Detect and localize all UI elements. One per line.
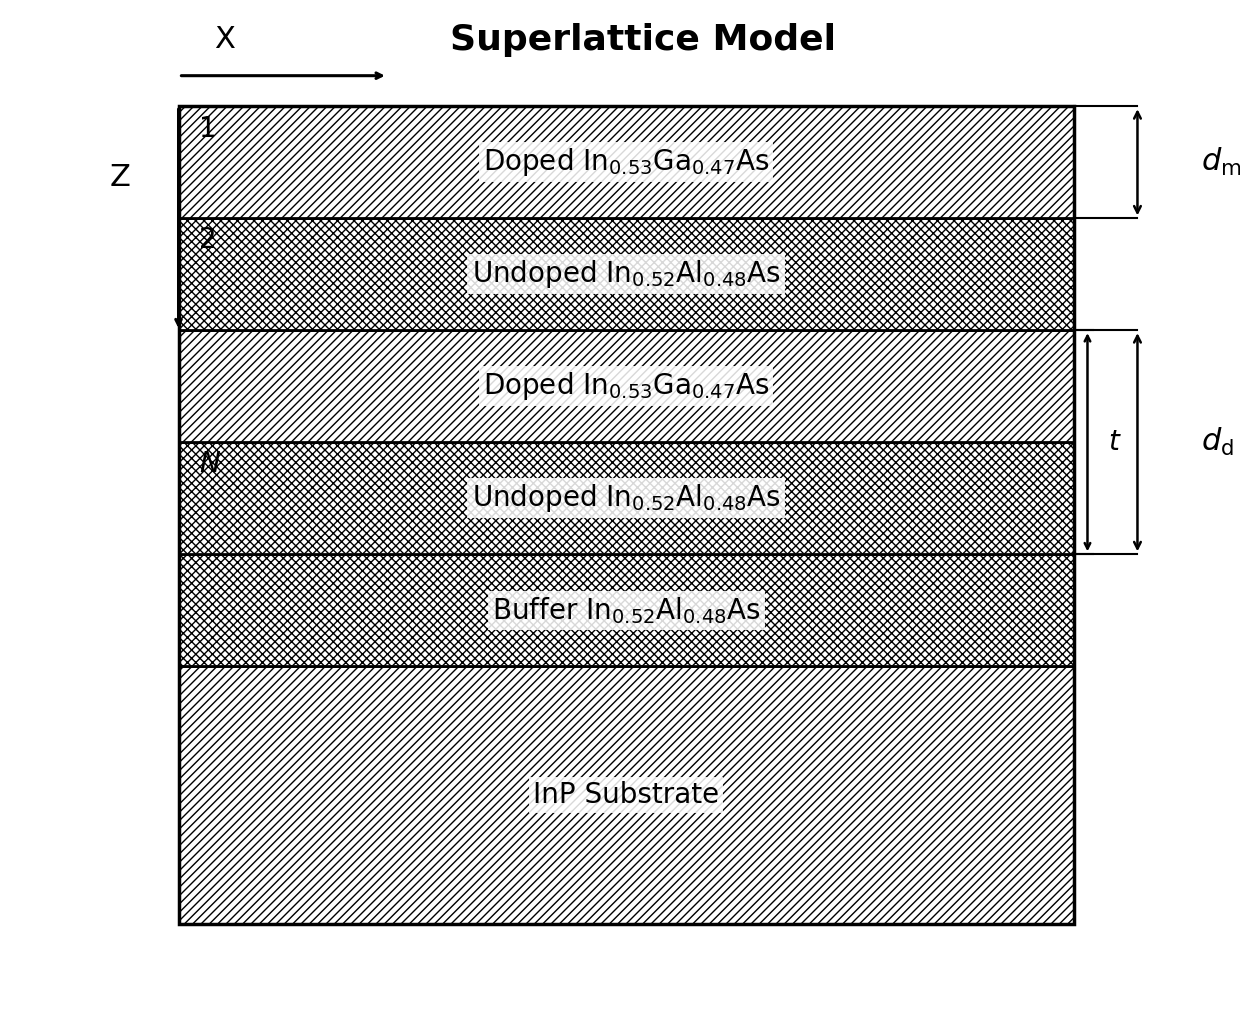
Text: Superlattice Model: Superlattice Model (450, 23, 837, 57)
Bar (179, 554, 1074, 666)
Bar (179, 106, 1074, 924)
Text: Undoped In$_{0.52}$Al$_{0.48}$As: Undoped In$_{0.52}$Al$_{0.48}$As (471, 482, 780, 514)
Text: Doped In$_{0.53}$Ga$_{0.47}$As: Doped In$_{0.53}$Ga$_{0.47}$As (482, 370, 769, 403)
Text: Z: Z (110, 164, 131, 193)
Bar (179, 106, 1074, 218)
Text: $d_{\mathrm{d}}$: $d_{\mathrm{d}}$ (1202, 426, 1234, 458)
Text: Doped In$_{0.53}$Ga$_{0.47}$As: Doped In$_{0.53}$Ga$_{0.47}$As (482, 146, 769, 178)
Bar (179, 331, 1074, 442)
Text: Undoped In$_{0.52}$Al$_{0.48}$As: Undoped In$_{0.52}$Al$_{0.48}$As (471, 259, 780, 290)
Text: $t$: $t$ (1109, 428, 1122, 456)
Bar (179, 666, 1074, 924)
Text: InP Substrate: InP Substrate (533, 781, 719, 809)
Bar (179, 218, 1074, 331)
Bar (179, 554, 1074, 666)
Text: $d_{\mathrm{m}}$: $d_{\mathrm{m}}$ (1202, 146, 1240, 178)
Bar (179, 442, 1074, 554)
Bar (179, 106, 1074, 218)
Text: X: X (215, 26, 236, 55)
Text: 2: 2 (200, 227, 217, 254)
Text: 1: 1 (200, 114, 217, 142)
Bar (179, 218, 1074, 331)
Bar (179, 666, 1074, 924)
Text: Buffer In$_{0.52}$Al$_{0.48}$As: Buffer In$_{0.52}$Al$_{0.48}$As (492, 594, 760, 625)
Bar (179, 331, 1074, 442)
Bar (179, 442, 1074, 554)
Text: N: N (200, 450, 221, 478)
